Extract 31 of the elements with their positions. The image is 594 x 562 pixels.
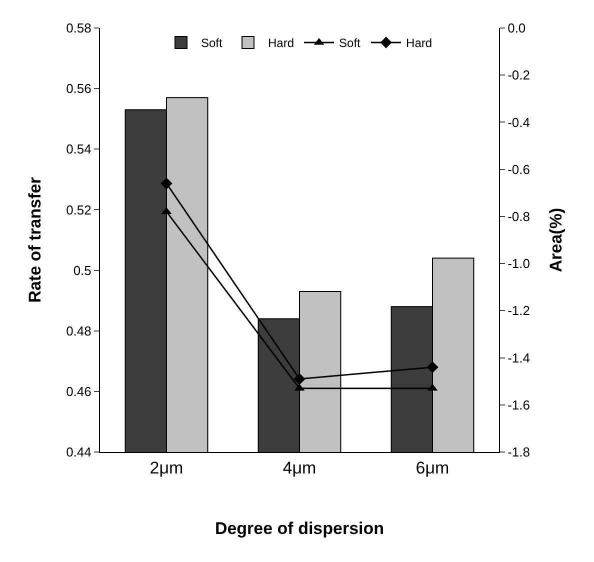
y2-tick-label: -1.4 — [508, 350, 530, 366]
y-tick-label: 0.46 — [66, 384, 92, 399]
point — [294, 373, 306, 385]
legend-label: Hard — [406, 36, 432, 50]
y2-tick-label: -0.4 — [508, 114, 530, 130]
point — [426, 361, 438, 374]
x-tick-label: 2μm — [150, 458, 184, 478]
y2-tick-label: -1.6 — [508, 397, 530, 412]
x-tick-label: 4μm — [282, 458, 316, 478]
y2-tick-label: -1.8 — [508, 444, 530, 460]
x-axis-title: Degree of dispersion — [214, 518, 384, 538]
x-tick-label: 6μm — [416, 458, 450, 478]
y-axis-title: Rate of transfer — [26, 176, 45, 303]
y-tick-label: 0.58 — [66, 20, 92, 36]
legend-label: Hard — [268, 36, 294, 50]
point — [160, 178, 172, 190]
y-tick-label: 0.52 — [66, 202, 92, 218]
y2-tick-label: -0.8 — [508, 208, 530, 224]
y-tick-label: 0.56 — [66, 81, 92, 96]
y2-tick-label: -1.2 — [508, 303, 530, 318]
y-tick-label: 0.54 — [66, 142, 92, 157]
y2-tick-label: -0.6 — [508, 162, 530, 177]
legend-label: Soft — [201, 36, 224, 50]
y-tick-label: 0.5 — [73, 262, 92, 278]
y-tick-label: 0.44 — [66, 444, 92, 460]
y2-axis-title: Area(%) — [546, 208, 566, 272]
y2-tick-label: -1.0 — [508, 256, 530, 272]
y2-tick-label: -0.2 — [508, 68, 530, 83]
legend-label: Soft — [339, 36, 362, 50]
y-tick-label: 0.48 — [66, 323, 92, 338]
y2-tick-label: 0.0 — [508, 20, 526, 36]
